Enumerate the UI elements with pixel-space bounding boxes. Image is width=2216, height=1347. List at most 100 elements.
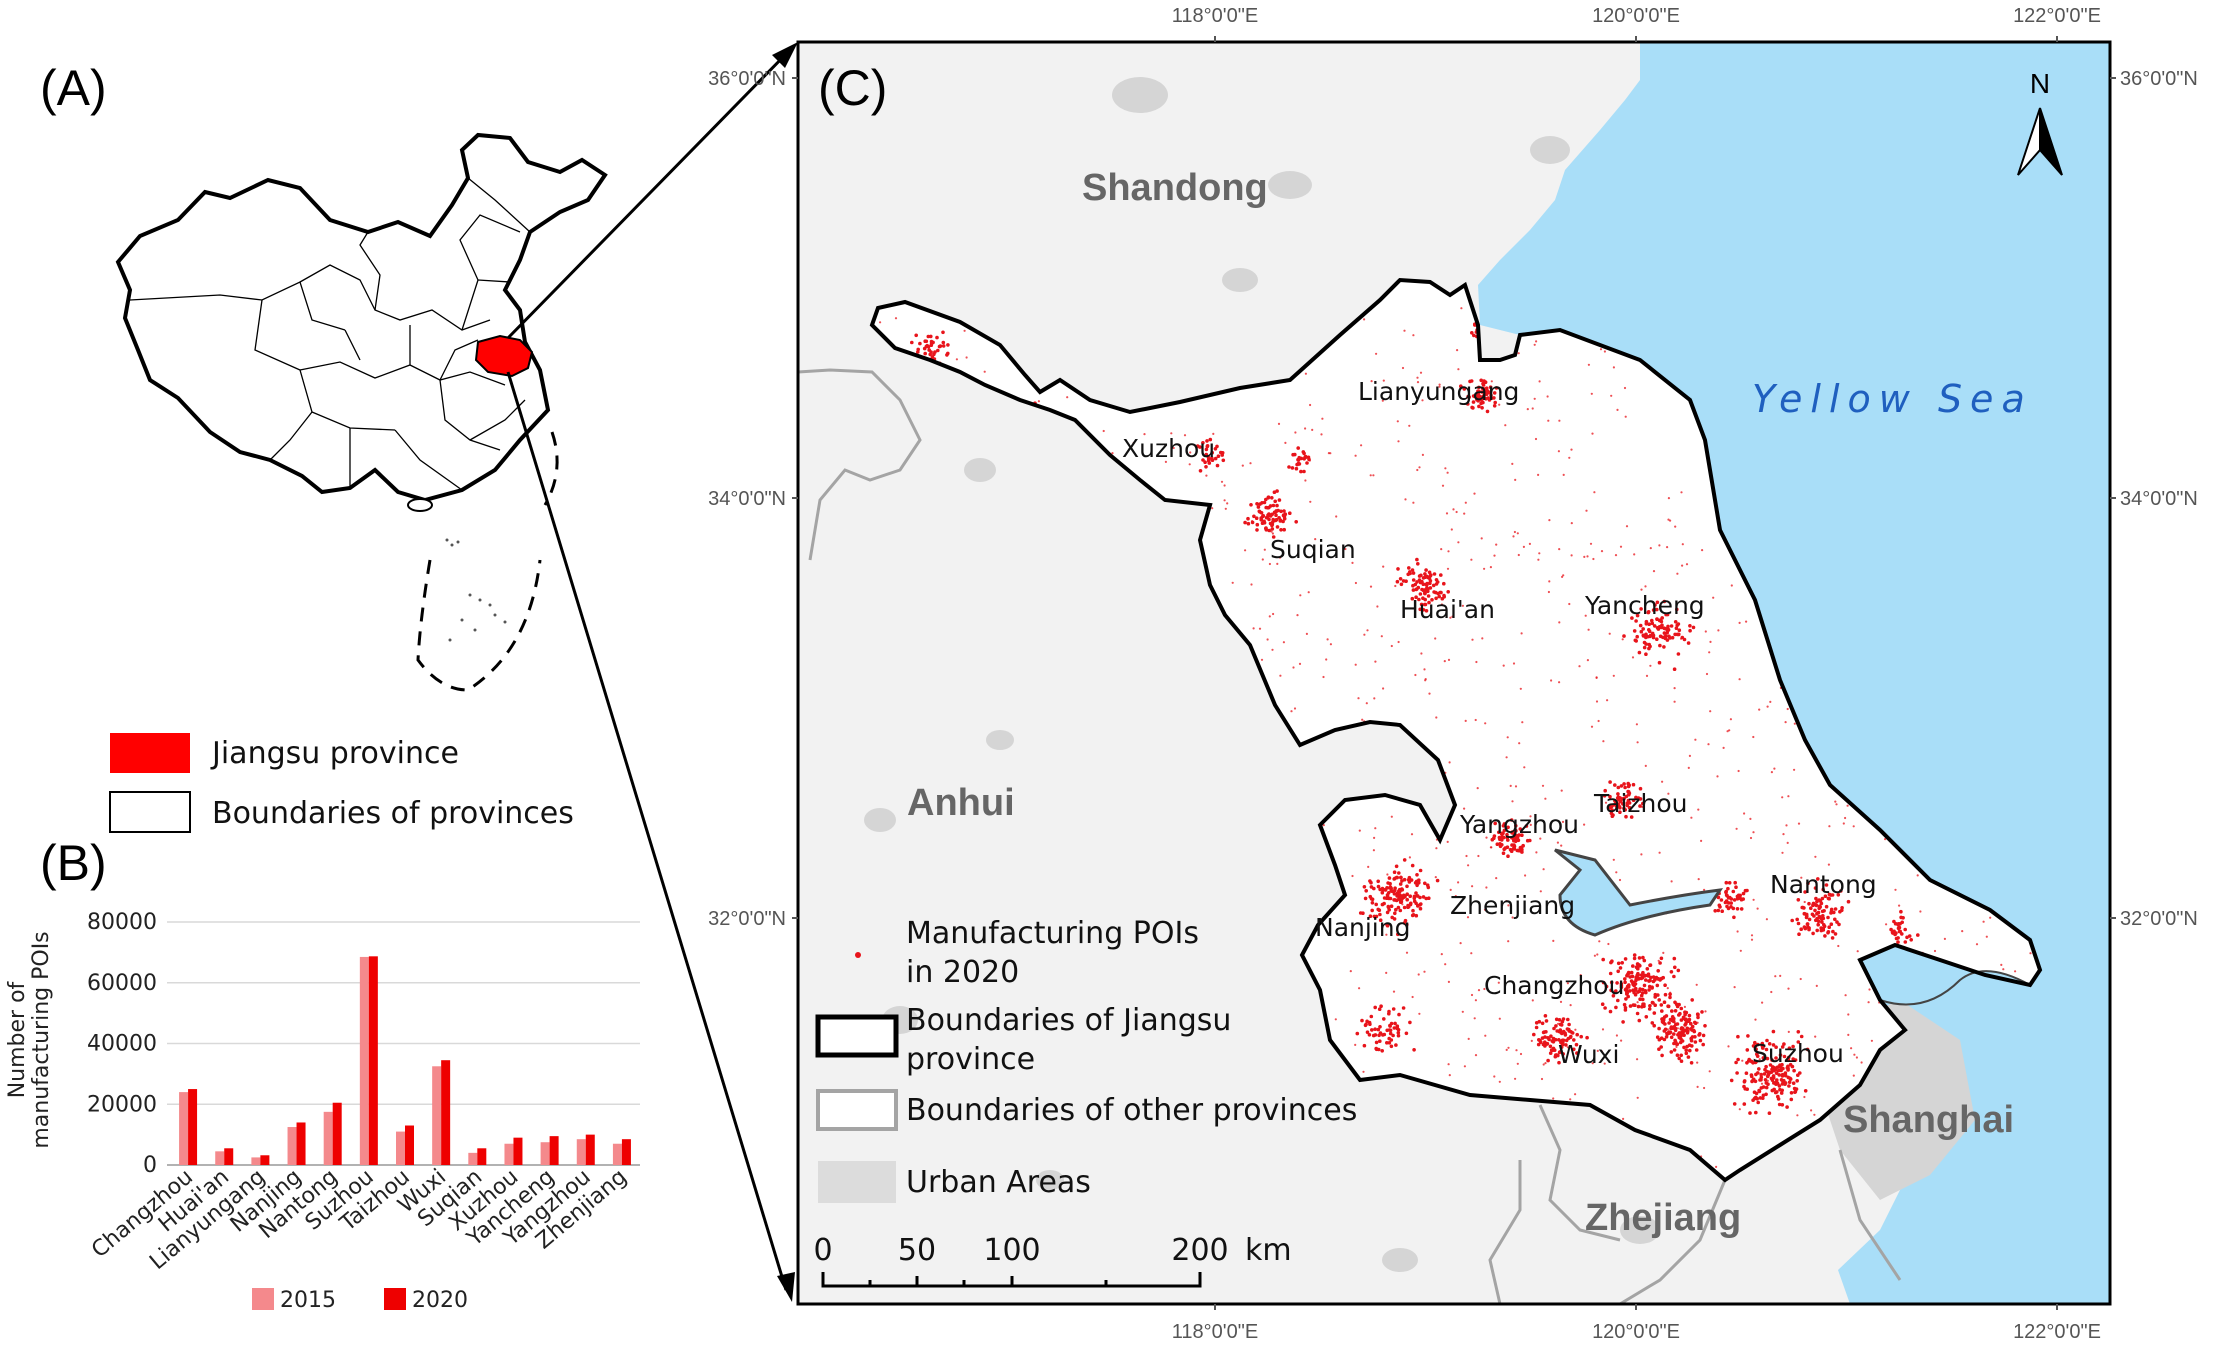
poi-dot [1855, 1056, 1858, 1059]
poi-dot [1388, 1028, 1393, 1033]
poi-dot [1782, 833, 1785, 836]
poi-dot [1487, 390, 1492, 395]
poi-dot [1552, 1048, 1557, 1052]
poi-dot [1608, 780, 1612, 784]
poi-dot [1505, 835, 1510, 840]
poi-dot [1635, 1011, 1640, 1016]
poi-dot [1391, 1007, 1396, 1011]
poi-dot [1633, 553, 1636, 556]
poi-dot [1547, 419, 1550, 422]
poi-dot [1447, 658, 1451, 662]
poi-dot [1423, 597, 1427, 602]
poi-dot [1662, 1037, 1667, 1042]
poi-dot [1410, 913, 1415, 918]
poi-dot [1696, 1015, 1700, 1020]
legend-poi-label-1: Manufacturing POIs [906, 916, 1199, 951]
poi-dot [1370, 1028, 1374, 1032]
poi-dot [1640, 991, 1645, 995]
poi-dot [1534, 1021, 1539, 1025]
poi-dot [1566, 982, 1569, 985]
poi-dot [1681, 1015, 1686, 1020]
poi-dot [1648, 644, 1652, 649]
poi-dot [1764, 1064, 1768, 1069]
poi-dot [1382, 1032, 1387, 1037]
poi-dot [1767, 1071, 1772, 1075]
poi-dot [1440, 953, 1443, 956]
poi-dot [1630, 616, 1634, 620]
poi-dot [1660, 1009, 1664, 1013]
poi-dot [1600, 1002, 1605, 1006]
poi-dot [1398, 893, 1402, 897]
poi-dot [1663, 992, 1668, 997]
poi-dot [1982, 920, 1985, 923]
poi-dot [1731, 889, 1736, 894]
poi-dot [1716, 908, 1721, 913]
poi-dot [1814, 855, 1817, 858]
poi-dot [1405, 951, 1409, 954]
poi-dot [1309, 500, 1312, 503]
poi-dot [1290, 466, 1295, 470]
poi-dot [1558, 1028, 1563, 1032]
poi-dot [1687, 766, 1690, 770]
poi-dot [1826, 915, 1830, 920]
poi-dot [1570, 554, 1573, 557]
poi-dot [1476, 787, 1479, 790]
bar-2015-wuxi [432, 1066, 442, 1165]
poi-dot [1275, 503, 1279, 508]
poi-dot [1396, 905, 1401, 910]
poi-dot [1683, 1023, 1687, 1027]
poi-dot [1673, 1000, 1677, 1005]
poi-dot [1835, 803, 1838, 806]
poi-dot [1637, 956, 1642, 960]
poi-dot [1523, 766, 1526, 769]
city-zhenjiang: Zhenjiang [1450, 891, 1575, 920]
poi-dot [1689, 1021, 1693, 1026]
poi-dot [1314, 538, 1317, 541]
poi-dot [1569, 1098, 1572, 1101]
lat-right-32: 32°0'0"N [2120, 908, 2198, 930]
poi-dot [1794, 1087, 1799, 1091]
poi-dot [1796, 898, 1801, 902]
poi-dot [1742, 1080, 1747, 1084]
poi-dot [1507, 940, 1510, 943]
poi-dot [1293, 707, 1297, 710]
poi-dot [1796, 1073, 1800, 1077]
legend-jiangsu-boundary-label-2: province [906, 1042, 1035, 1077]
poi-dot [1826, 896, 1831, 901]
poi-dot [1607, 942, 1610, 946]
poi-dot [1778, 1053, 1783, 1057]
poi-dot [1435, 716, 1438, 719]
poi-dot [1258, 502, 1262, 506]
poi-dot [1787, 1080, 1792, 1084]
poi-dot [1820, 916, 1825, 921]
poi-dot [1368, 1022, 1372, 1026]
poi-dot [1689, 1061, 1694, 1065]
poi-dot [1498, 1080, 1501, 1083]
poi-dot [1378, 918, 1383, 922]
poi-dot [1483, 387, 1487, 391]
poi-dot [1518, 742, 1521, 745]
poi-dot [1418, 868, 1423, 873]
poi-dot [1419, 602, 1424, 607]
poi-dot [1695, 983, 1698, 986]
poi-dot [1608, 1009, 1613, 1014]
poi-dot [1557, 1060, 1561, 1065]
poi-dot [1741, 1059, 1744, 1062]
poi-dot [1558, 1022, 1563, 1027]
poi-dot [1620, 1039, 1623, 1042]
poi-dot [1382, 896, 1387, 900]
poi-dot [1418, 1012, 1421, 1015]
poi-dot [1354, 454, 1357, 457]
poi-dot [1302, 451, 1306, 456]
poi-dot [1649, 975, 1653, 980]
poi-dot [1381, 887, 1385, 892]
poi-dot [1304, 372, 1307, 375]
poi-dot [1393, 1021, 1397, 1026]
poi-dot [1661, 975, 1665, 980]
y-tick-label: 0 [143, 1153, 157, 1178]
poi-dot [1414, 901, 1418, 906]
poi-dot [1370, 901, 1375, 905]
poi-dot [1661, 780, 1664, 783]
poi-dot [1498, 1017, 1501, 1020]
poi-dot [1752, 898, 1755, 901]
